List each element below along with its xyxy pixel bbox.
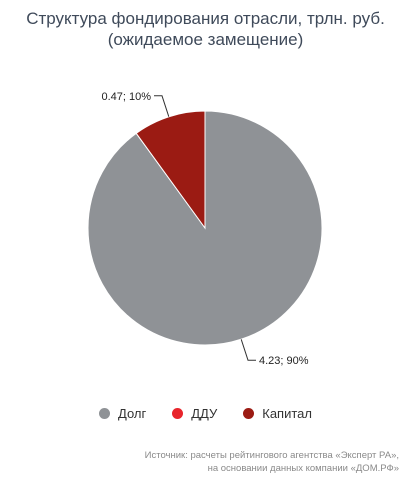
chart-title: Структура фондирования отрасли, трлн. ру… <box>0 8 411 50</box>
pie-slices <box>87 110 323 346</box>
source-line-2: на основании данных компании «ДОМ.РФ» <box>207 463 399 474</box>
legend-marker-ddu <box>172 408 184 419</box>
legend-item-dolg[interactable]: Долг <box>99 406 146 421</box>
chart-title-line-1: Структура фондирования отрасли, трлн. ру… <box>26 9 385 28</box>
legend-label-dolg: Долг <box>118 406 147 421</box>
legend-label-ddu: ДДУ <box>191 406 218 421</box>
legend-marker-kapital <box>243 408 255 419</box>
source-note: Источник: расчеты рейтингового агентства… <box>145 449 399 475</box>
pie-data-label-0: 4.23; 90% <box>259 355 309 367</box>
pie-data-label-2: 0.47; 10% <box>101 91 151 103</box>
pie-slice-kapital[interactable] <box>135 110 206 230</box>
source-line-1: Источник: расчеты рейтингового агентства… <box>144 450 399 461</box>
legend-item-kapital[interactable]: Капитал <box>243 406 312 421</box>
legend-label-kapital: Капитал <box>262 406 312 421</box>
legend-item-ddu[interactable]: ДДУ <box>172 406 217 421</box>
chart-legend: Долг ДДУ Капитал <box>0 406 411 421</box>
pie-connector-0 <box>240 339 256 361</box>
pie-connector-2 <box>154 95 170 117</box>
legend-marker-dolg <box>99 408 110 419</box>
chart-title-line-2: (ожидаемое замещение) <box>107 30 304 49</box>
pie-labels: 4.23; 90% 0.47; 10% <box>101 91 308 367</box>
